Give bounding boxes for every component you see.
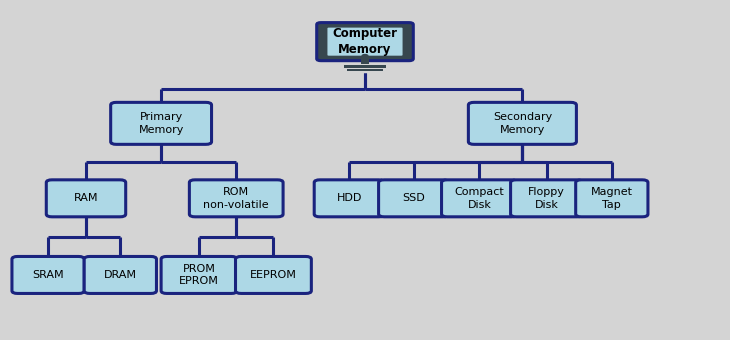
Text: RAM: RAM: [74, 193, 99, 203]
Text: HDD: HDD: [337, 193, 362, 203]
FancyBboxPatch shape: [317, 22, 413, 61]
Text: SSD: SSD: [402, 193, 425, 203]
Text: Computer
Memory: Computer Memory: [332, 27, 398, 56]
FancyBboxPatch shape: [576, 180, 648, 217]
FancyBboxPatch shape: [189, 180, 283, 217]
Text: PROM
EPROM: PROM EPROM: [179, 264, 219, 286]
Text: Primary
Memory: Primary Memory: [139, 112, 184, 135]
Text: Floppy
Disk: Floppy Disk: [529, 187, 565, 209]
FancyBboxPatch shape: [161, 256, 237, 293]
Text: EEPROM: EEPROM: [250, 270, 297, 280]
Text: SRAM: SRAM: [32, 270, 64, 280]
Circle shape: [362, 54, 368, 57]
Text: DRAM: DRAM: [104, 270, 137, 280]
FancyBboxPatch shape: [314, 180, 384, 217]
FancyBboxPatch shape: [46, 180, 126, 217]
Text: Secondary
Memory: Secondary Memory: [493, 112, 552, 135]
FancyBboxPatch shape: [469, 102, 577, 144]
Bar: [344, 65, 386, 68]
Text: Compact
Disk: Compact Disk: [455, 187, 504, 209]
FancyBboxPatch shape: [442, 180, 518, 217]
FancyBboxPatch shape: [236, 256, 312, 293]
FancyBboxPatch shape: [84, 256, 156, 293]
FancyBboxPatch shape: [510, 180, 583, 217]
FancyBboxPatch shape: [12, 256, 84, 293]
Text: Magnet
Tap: Magnet Tap: [591, 187, 633, 209]
Text: ROM
non-volatile: ROM non-volatile: [204, 187, 269, 209]
FancyBboxPatch shape: [111, 102, 212, 144]
Bar: [347, 69, 383, 71]
Bar: [361, 58, 369, 64]
FancyBboxPatch shape: [328, 28, 402, 56]
FancyBboxPatch shape: [379, 180, 449, 217]
